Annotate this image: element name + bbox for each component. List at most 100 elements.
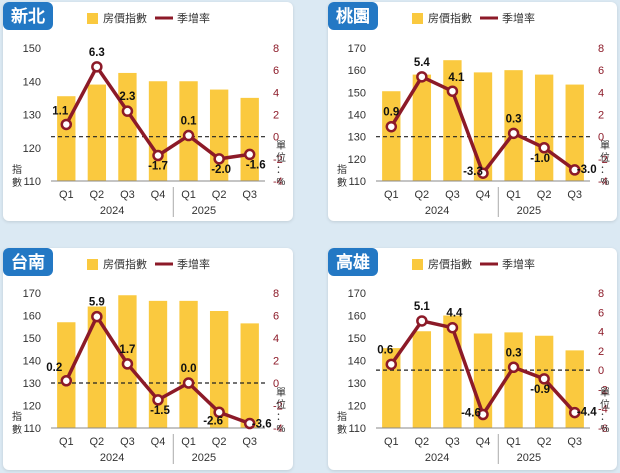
legend-line-label: 季增率: [502, 11, 535, 25]
bar: [209, 311, 229, 428]
legend-bar-label: 房價指數: [428, 257, 472, 271]
growth-point: [91, 310, 103, 323]
year-label: 2025: [192, 205, 216, 217]
x-tick-label: Q4: [476, 436, 491, 448]
legend-line-label: 季增率: [177, 257, 210, 271]
growth-point: [60, 375, 73, 387]
bar: [504, 70, 523, 181]
y-right-title: ：: [600, 412, 610, 423]
y-left-tick-label: 110: [348, 176, 366, 188]
x-tick-label: Q1: [181, 436, 196, 448]
y-right-title: %: [277, 177, 286, 188]
bar: [240, 97, 259, 181]
growth-point: [416, 315, 428, 327]
y-right-title: 單: [276, 387, 286, 399]
y-right-tick-label: 2: [273, 356, 279, 368]
growth-data-label: 0.2: [46, 362, 62, 374]
x-tick-label: Q1: [59, 189, 74, 201]
growth-point: [60, 118, 73, 131]
growth-data-label: 6.3: [89, 47, 105, 59]
y-right-tick-label: 4: [273, 333, 279, 345]
growth-data-label: 4.4: [446, 308, 463, 320]
y-left-title: 數: [12, 423, 22, 436]
legend-bar-label: 房價指數: [103, 11, 147, 25]
growth-point: [568, 164, 581, 176]
growth-data-label: -3.0: [577, 164, 597, 176]
growth-data-label: 4.1: [448, 72, 465, 84]
growth-point: [243, 148, 256, 161]
chart-title: 高雄: [336, 252, 370, 272]
x-tick-label: Q3: [242, 436, 257, 448]
x-tick-label: Q2: [90, 436, 105, 448]
legend-line-label: 季增率: [177, 11, 210, 25]
y-right-tick-label: -2: [598, 384, 608, 396]
y-right-tick-label: -4: [598, 404, 608, 416]
y-left-tick-label: 170: [348, 288, 366, 300]
y-left-tick-label: 130: [23, 378, 41, 390]
y-left-tick-label: 150: [23, 43, 41, 55]
y-right-title: %: [601, 424, 610, 435]
y-right-tick-label: -2: [598, 154, 608, 166]
y-left-title: 數: [337, 423, 347, 436]
year-label: 2025: [517, 205, 541, 217]
x-tick-label: Q2: [90, 189, 105, 201]
growth-data-label: 5.9: [89, 297, 105, 309]
x-tick-label: Q2: [212, 189, 227, 201]
y-right-title: ：: [276, 165, 286, 176]
growth-data-label: -3.3: [463, 166, 483, 178]
growth-point: [121, 105, 134, 117]
growth-data-label: 0.3: [506, 347, 522, 359]
x-tick-label: Q3: [567, 189, 582, 201]
y-right-title: 單: [600, 387, 610, 399]
year-label: 2024: [425, 205, 449, 217]
y-left-tick-label: 150: [23, 333, 41, 345]
year-label: 2024: [100, 452, 124, 464]
y-left-tick-label: 120: [23, 143, 41, 155]
y-left-tick-label: 120: [348, 401, 366, 413]
x-tick-label: Q1: [384, 436, 399, 448]
y-left-title: 指: [12, 163, 22, 176]
chart-title: 新北: [11, 6, 45, 26]
growth-point: [121, 358, 134, 370]
x-tick-label: Q1: [59, 436, 74, 448]
growth-data-label: 5.4: [414, 57, 431, 69]
y-right-title: 位: [276, 398, 286, 411]
growth-data-label: -1.7: [148, 161, 168, 173]
y-left-title: 指: [337, 410, 347, 423]
y-left-title: 指: [337, 163, 347, 176]
legend-bar-label: 房價指數: [103, 257, 147, 271]
y-right-tick-label: -4: [598, 176, 608, 188]
y-left-tick-label: 120: [348, 154, 366, 166]
growth-point: [446, 85, 459, 97]
x-tick-label: Q2: [415, 189, 430, 201]
panel-taoyuan: 桃園 房價指數 季增率 110 120 130 140 150 160 170 -4 -2 0 2 4 6 8 指…: [328, 2, 617, 221]
growth-point: [213, 153, 225, 165]
bar: [565, 84, 584, 181]
title-badge: [3, 2, 53, 30]
y-left-tick-label: 160: [23, 311, 41, 323]
x-tick-label: Q2: [537, 189, 552, 201]
growth-data-label: -3.6: [252, 419, 272, 431]
bar: [118, 72, 137, 181]
bar: [412, 74, 432, 181]
y-right-tick-label: 0: [273, 132, 279, 144]
y-left-tick-label: 110: [23, 176, 41, 188]
growth-data-label: -1.6: [246, 159, 266, 171]
y-left-tick-label: 130: [348, 378, 366, 390]
x-tick-label: Q1: [181, 189, 196, 201]
y-right-tick-label: -6: [598, 423, 608, 435]
y-right-tick-label: 2: [273, 110, 279, 122]
x-tick-label: Q4: [151, 436, 166, 448]
growth-data-label: 2.3: [119, 91, 135, 103]
y-right-title: %: [601, 177, 610, 188]
y-left-tick-label: 140: [348, 110, 366, 122]
y-right-tick-label: 0: [273, 378, 279, 390]
y-left-tick-label: 170: [23, 288, 41, 300]
growth-point: [446, 321, 459, 334]
y-right-tick-label: 4: [598, 87, 604, 99]
y-left-tick-label: 130: [348, 132, 366, 144]
legend-bar-label: 房價指數: [428, 11, 472, 25]
y-right-tick-label: -4: [273, 423, 283, 435]
y-right-title: %: [277, 424, 286, 435]
growth-point: [182, 377, 195, 389]
